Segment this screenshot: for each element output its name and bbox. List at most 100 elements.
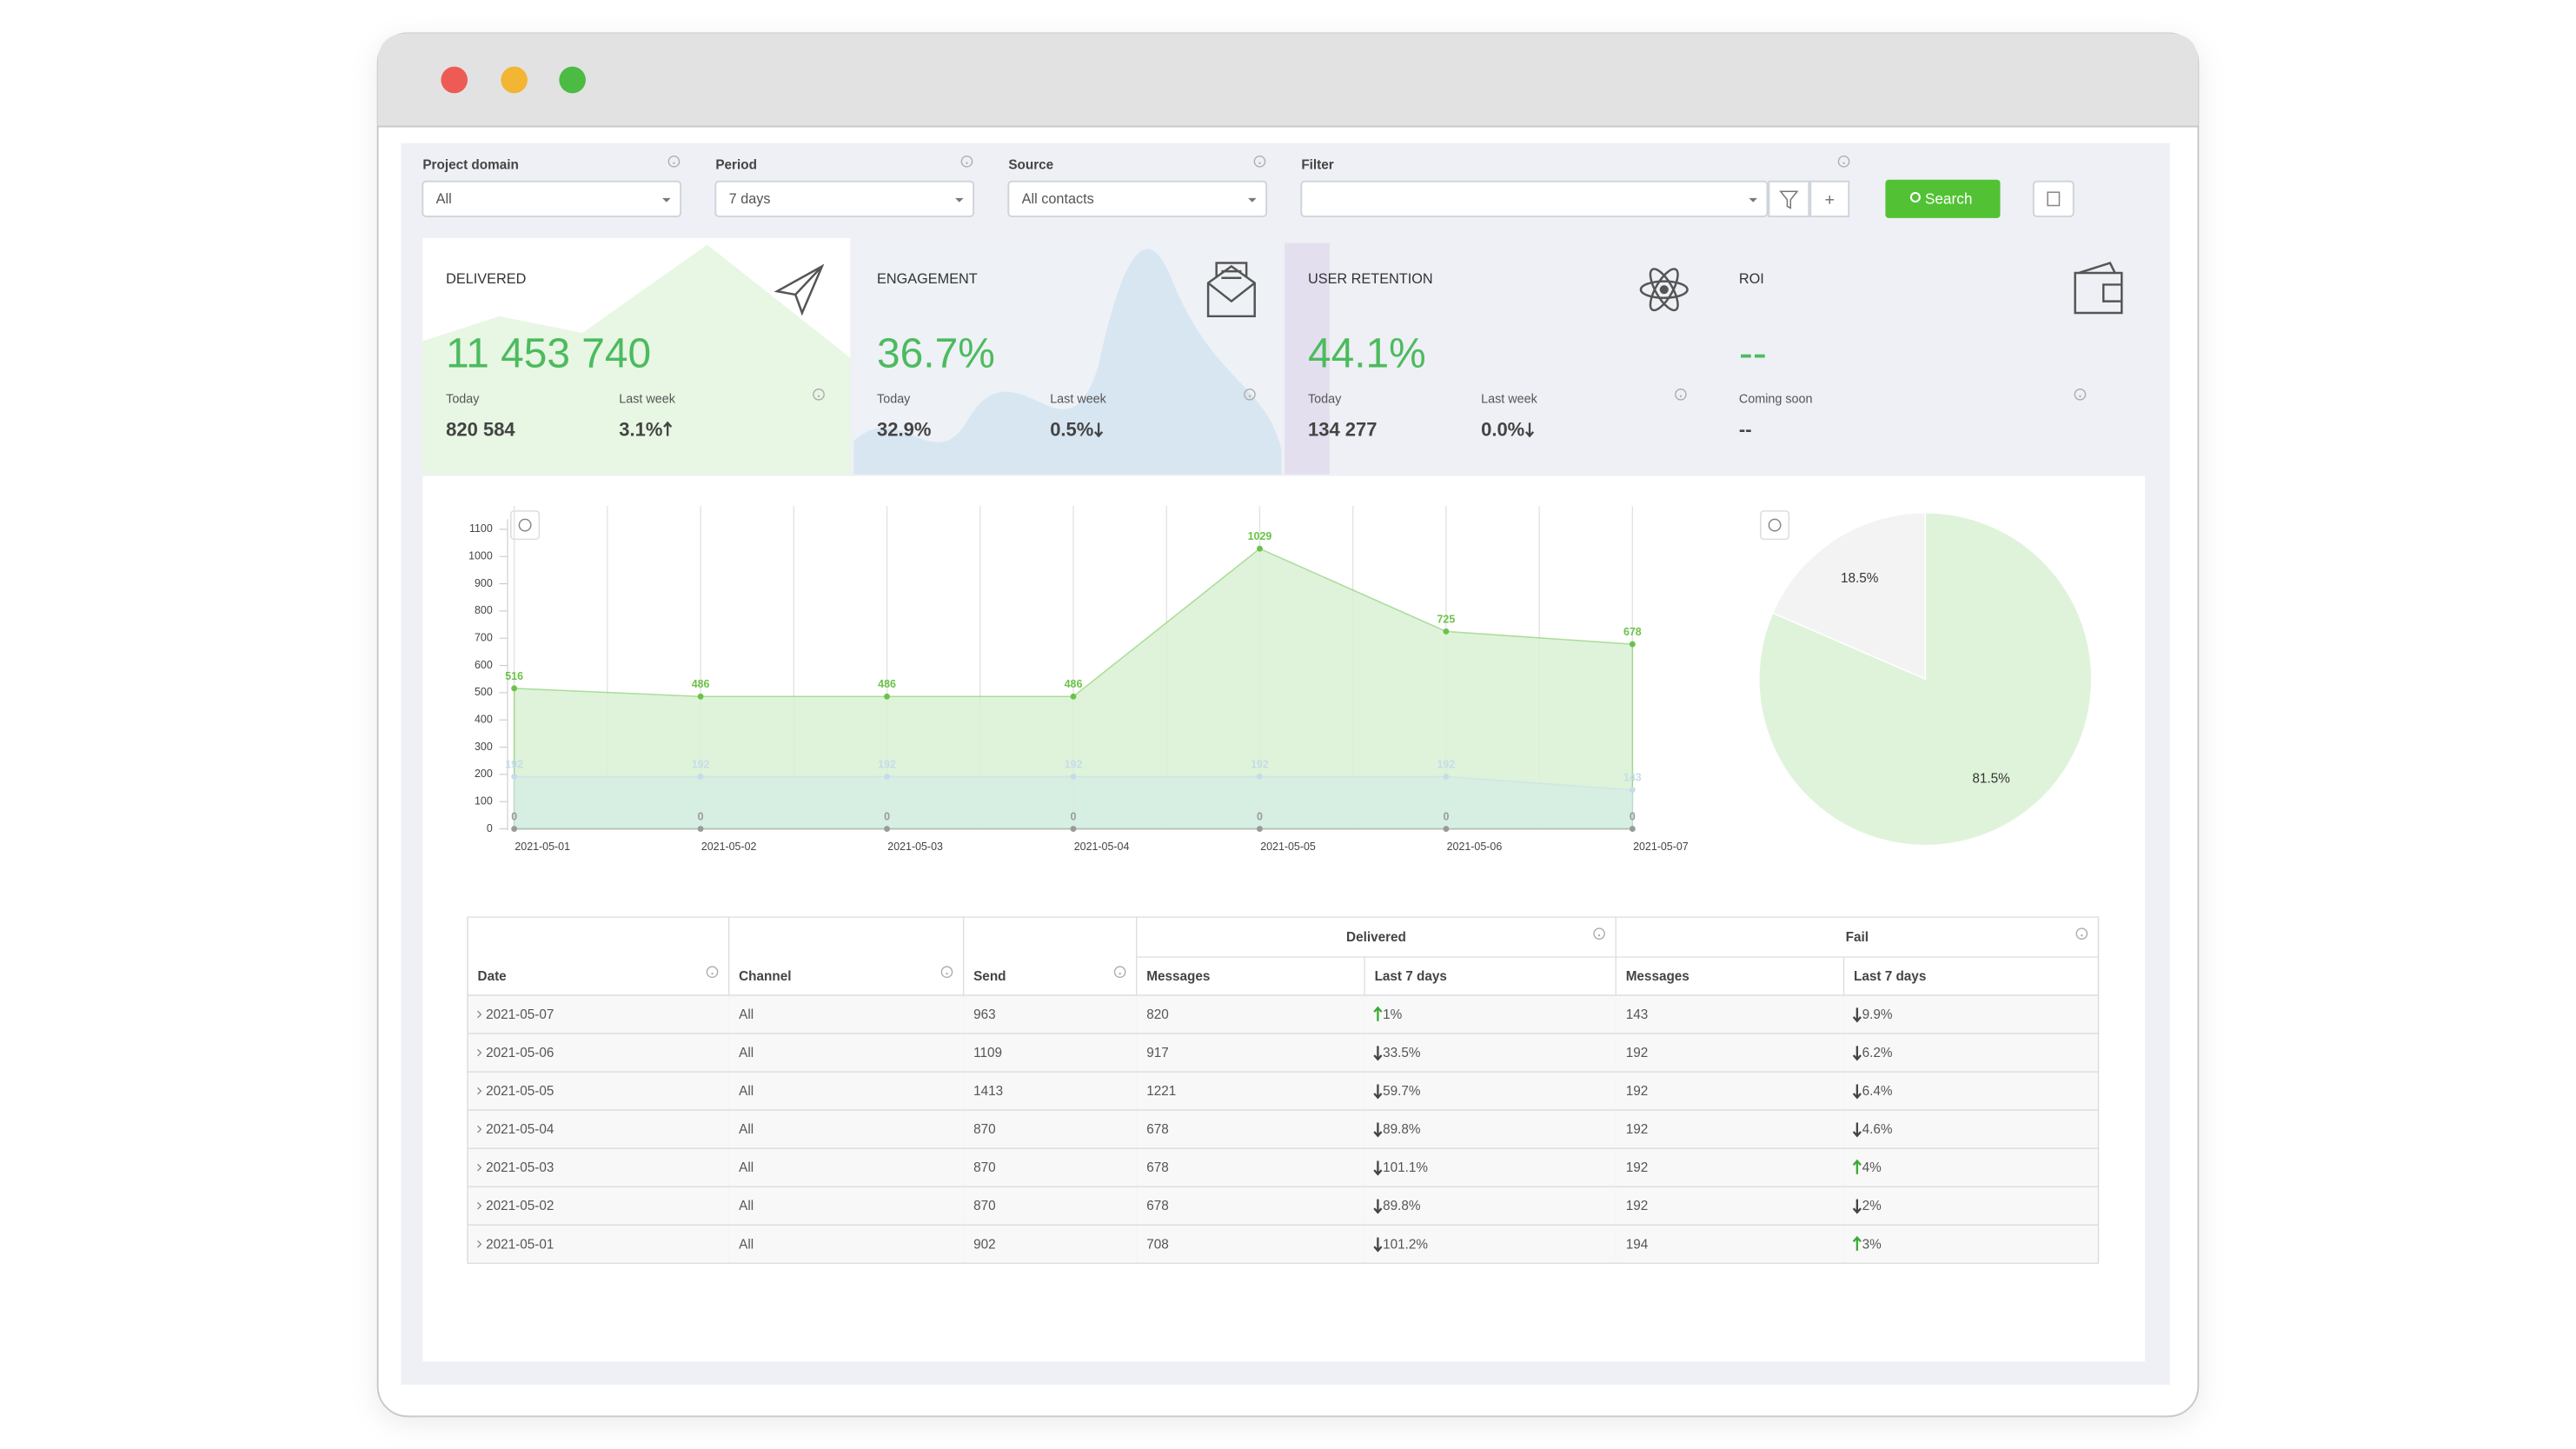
table-cell: 6.2% [1862,1046,1893,1060]
card-title: USER RETENTION [1308,271,1433,287]
y-tick-label: 300 [475,741,493,753]
table-cell: 1% [1383,1007,1403,1022]
help-icon [1113,966,1126,979]
trend-arrow [1852,1235,1862,1251]
card-title: ROI [1739,271,1764,287]
data-label: 0 [1257,810,1263,822]
data-point [1629,641,1636,648]
table-cell: 870 [973,1160,996,1175]
card-week-label: Last week [1050,392,1106,406]
select[interactable] [714,180,975,217]
table-header: Channel [739,969,791,984]
data-point [1443,826,1450,833]
trend-arrow [1373,1046,1383,1061]
select-value: All contacts [1022,191,1094,207]
table-cell: 4.6% [1862,1122,1893,1137]
select[interactable] [422,180,682,217]
table-row [467,1147,2100,1187]
row-expander[interactable] [477,1163,482,1172]
data-label: 486 [692,678,710,690]
data-label: 0 [1071,810,1077,822]
card-week: 0.0% [1481,419,1524,441]
help-icon-dot [1258,162,1261,164]
y-tick-label: 0 [487,822,493,834]
close-button[interactable] [441,66,468,94]
envelope-icon [1206,262,1256,318]
help-icon [667,155,681,168]
data-point [511,773,518,780]
data-point [884,826,890,833]
pie-label: 81.5% [1972,771,2010,786]
select-value: 7 days [729,191,771,207]
help-icon [960,155,973,168]
card-value: -- [1739,330,1767,376]
table-row [467,1071,2100,1111]
data-label: 143 [1623,772,1642,784]
card-title: ENGAGEMENT [877,271,978,287]
trend-arrow [1852,1122,1862,1138]
table-cell: 917 [1146,1046,1169,1060]
row-expander[interactable] [477,1010,482,1019]
help-icon-dot [1679,395,1683,397]
data-label: 192 [1251,758,1269,770]
card [1716,237,2146,475]
data-point [697,826,704,833]
row-expander[interactable] [477,1087,482,1095]
help-icon-dot [1119,972,1121,975]
card-icons [773,262,2123,318]
row-expander[interactable] [477,1125,482,1133]
table-cell: 2021-05-03 [486,1160,554,1175]
row-expander[interactable] [477,1048,482,1057]
select[interactable] [1300,180,1769,217]
row-expander[interactable] [477,1240,482,1248]
search-button-label: Search [1925,189,1973,207]
table-cell: All [739,1237,754,1252]
table-header-bg [467,916,2100,996]
table-cell: 101.1% [1383,1160,1428,1175]
data-point [1443,773,1450,780]
table-cell: 192 [1626,1122,1649,1137]
data-label: 678 [1623,626,1642,638]
y-tick-label: 900 [475,577,493,589]
trend-arrow [663,421,673,436]
help-icon [1675,389,1687,401]
table-header: Messages [1146,969,1210,984]
card-value: 44.1% [1308,330,1426,376]
data-label: 192 [692,758,710,770]
settings-button[interactable] [510,510,541,541]
select[interactable] [1007,180,1268,217]
select-caret [955,197,964,203]
filter-label: Filter [1301,158,1333,173]
data-label: 0 [1443,810,1449,822]
table-cell: All [739,1160,754,1175]
table-header: Date [478,969,507,984]
filter-button[interactable] [1768,180,1810,217]
trend-arrow [1852,1199,1862,1214]
help-icon-dot [2081,934,2083,937]
table-header: Messages [1626,969,1690,984]
card-decoration [422,244,851,475]
table-cell: 192 [1626,1046,1649,1060]
card-today: -- [1739,419,1752,441]
search-button[interactable] [1885,179,2001,218]
data-point [1070,773,1077,780]
y-tick-label: 800 [475,604,493,616]
add-button[interactable] [1809,180,1850,217]
maximize-button[interactable] [559,66,586,94]
card-today-label: Today [446,392,480,406]
data-label: 0 [511,810,517,822]
help-icon [940,966,953,979]
settings-button[interactable] [1760,510,1790,541]
row-expander[interactable] [477,1201,482,1210]
x-tick-label: 2021-05-07 [1633,841,1689,853]
card-value: 11 453 740 [446,330,651,376]
pie-slice [1758,511,2093,847]
table-header: Last 7 days [1375,969,1447,984]
x-tick-label: 2021-05-05 [1260,841,1316,853]
table-cell: 101.2% [1383,1237,1428,1252]
filter-label: Source [1008,158,1053,173]
save-button[interactable] [2032,180,2075,217]
data-label: 486 [878,678,896,690]
minimize-button[interactable] [501,66,528,94]
